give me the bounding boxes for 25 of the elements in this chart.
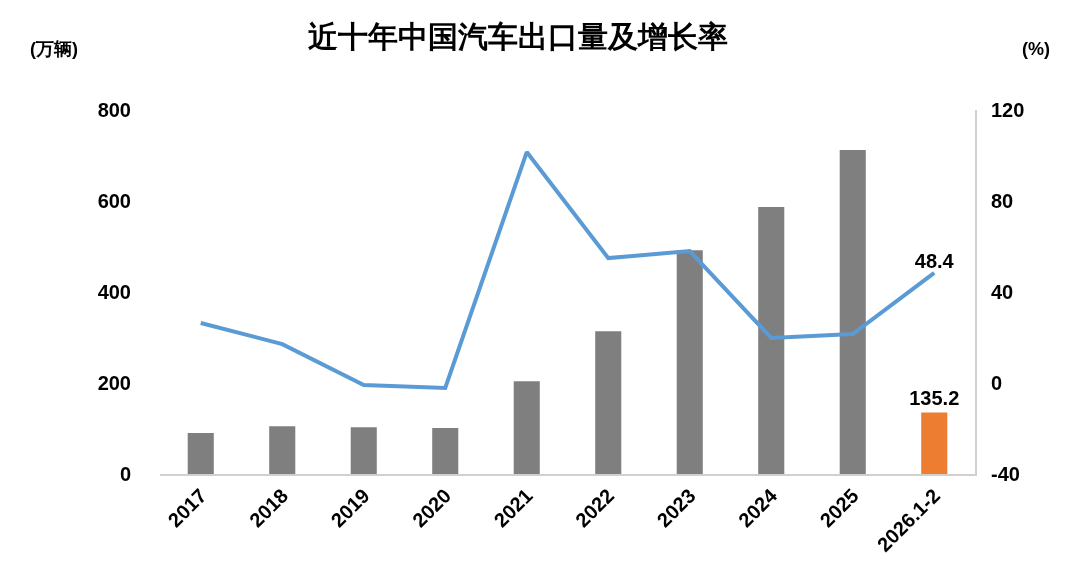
bar (676, 250, 703, 474)
bar (921, 412, 948, 474)
y-tick-label: 400 (97, 281, 131, 303)
y2-tick-label: 40 (991, 281, 1014, 303)
y2-tick-label: 80 (991, 190, 1014, 212)
bar (187, 433, 214, 474)
y2-axis-title: (%) (1022, 39, 1050, 59)
bar (595, 331, 622, 474)
y-tick-label: 600 (97, 190, 131, 212)
y2-tick-label: -40 (991, 463, 1020, 485)
bar (513, 381, 540, 474)
data-label: 48.4 (914, 249, 955, 272)
y-axis-title: (万辆) (30, 39, 78, 59)
y-tick-label: 200 (97, 372, 131, 394)
chart-title: 近十年中国汽车出口量及增长率 (308, 20, 729, 54)
y2-tick-label: 120 (991, 99, 1025, 121)
bar (839, 150, 866, 474)
bar (432, 428, 459, 474)
y-tick-label: 800 (97, 99, 131, 121)
data-label: 135.2 (909, 387, 960, 410)
y2-tick-label: 0 (991, 372, 1003, 394)
bar (350, 427, 377, 474)
bar (758, 206, 785, 474)
y-tick-label: 0 (119, 463, 131, 485)
bar (269, 426, 296, 474)
